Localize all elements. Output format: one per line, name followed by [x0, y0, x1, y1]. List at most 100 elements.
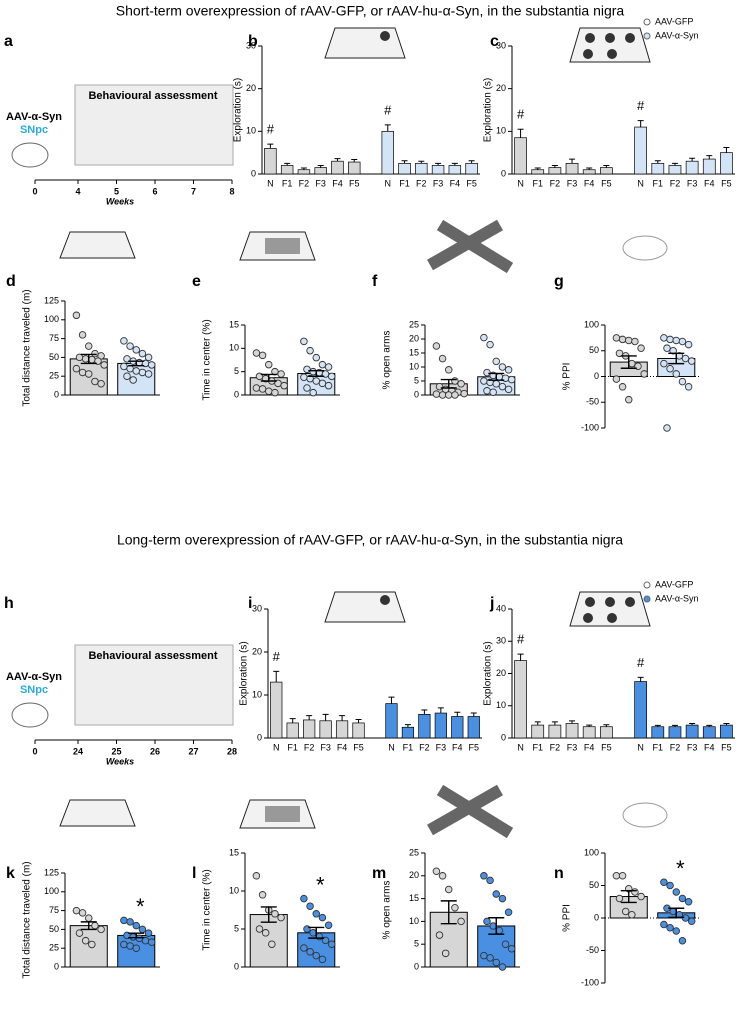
data-point: [72, 311, 81, 320]
panel-letter: g: [554, 273, 564, 290]
data-point: [504, 908, 513, 917]
data-point: [315, 932, 324, 941]
injection: AAV-α-Syn: [6, 111, 62, 123]
x-tick-label: F5: [353, 742, 364, 752]
significance-mark: #: [517, 632, 525, 647]
error-bar: [351, 158, 358, 163]
y-tick-label: 100: [44, 314, 59, 324]
data-point: [129, 933, 137, 941]
data-point: [445, 885, 453, 894]
data-point: [324, 363, 333, 371]
data-point: [120, 916, 128, 925]
y-tick-label: 100: [584, 847, 599, 857]
x-tick-label: 4: [75, 186, 80, 196]
error-bar: [723, 147, 730, 153]
x-tick-label: F2: [419, 742, 430, 752]
data-point: [75, 929, 84, 937]
bar: [264, 148, 277, 175]
x-tick-label: 25: [111, 746, 121, 756]
panel-letter: f: [372, 273, 378, 290]
data-point: [660, 359, 668, 368]
panel-letter: k: [6, 865, 15, 882]
error-bar: [668, 907, 685, 919]
data-point: [684, 383, 693, 391]
data-point: [432, 342, 441, 350]
y-axis-label: Time in center (%): [202, 869, 213, 950]
x-tick-label: N: [637, 178, 644, 188]
bar: [548, 724, 562, 739]
x-tick-label: N: [273, 742, 280, 752]
data-point: [483, 368, 491, 377]
bar: [297, 169, 311, 175]
error-bar: [671, 162, 678, 166]
bar: [415, 162, 428, 175]
error-bar: [488, 372, 505, 381]
x-tick-label: F1: [532, 178, 543, 188]
x-tick-label: F2: [670, 178, 681, 188]
y-tick-label: 15: [229, 847, 239, 857]
error-bar: [569, 158, 576, 164]
y-axis-label: Time in center (%): [202, 319, 213, 400]
x-tick-label: F4: [584, 178, 595, 188]
y-axis-label: % PPI: [562, 904, 573, 932]
error-bar: [551, 164, 558, 168]
data-point: [84, 342, 93, 350]
data-point: [327, 940, 336, 948]
y-tick-label: 10: [409, 361, 419, 371]
bar: [702, 158, 716, 175]
data-point: [258, 351, 267, 360]
data-point: [261, 929, 270, 937]
data-point: [309, 929, 317, 937]
bar: [548, 167, 562, 175]
data-point: [669, 907, 677, 916]
data-point: [504, 385, 513, 394]
error-bar: [517, 128, 524, 138]
x-tick-label: F5: [601, 742, 612, 752]
error-bar: [289, 718, 296, 723]
data-point: [660, 334, 668, 342]
data-point: [120, 362, 128, 371]
x-tick-label: F4: [704, 178, 715, 188]
data-point: [81, 355, 90, 363]
panel-letter: m: [372, 865, 386, 882]
x-tick-label: F5: [466, 178, 477, 188]
y-tick-label: 50: [49, 924, 59, 934]
data-point: [312, 377, 321, 385]
x-tick-label: F2: [670, 742, 681, 752]
data-point: [501, 940, 510, 948]
y-tick-label: 50: [589, 880, 599, 890]
data-point: [457, 380, 465, 388]
x-tick-label: F2: [299, 178, 310, 188]
data-point: [300, 373, 308, 382]
data-point: [498, 963, 507, 971]
y-tick-label: 25: [49, 943, 59, 953]
data-point: [252, 872, 261, 880]
y-tick-label: 10: [229, 885, 239, 895]
x-tick-label: F1: [399, 178, 410, 188]
bar: [582, 169, 596, 175]
error-bar: [440, 900, 457, 925]
data-point: [451, 377, 459, 385]
error-bar: [401, 160, 408, 164]
error-bar: [334, 158, 341, 162]
data-point: [438, 354, 447, 363]
x-axis-label: Weeks: [106, 196, 134, 206]
data-point: [91, 921, 99, 930]
bar: [668, 165, 682, 175]
y-tick-label: 20: [409, 870, 419, 880]
brain-icon: [11, 142, 49, 168]
y-tick-label: 0: [594, 371, 599, 381]
data-point: [271, 910, 279, 918]
bar: [286, 722, 299, 739]
error-bar: [388, 696, 395, 704]
data-point: [271, 388, 279, 397]
panel-letter: a: [4, 33, 13, 50]
data-point: [666, 881, 674, 890]
data-point: [438, 391, 447, 399]
legend-marker: [643, 595, 651, 603]
panel-letter: c: [490, 33, 499, 50]
data-point: [132, 346, 140, 354]
icon-field: [59, 799, 136, 827]
x-tick-label: F5: [721, 742, 732, 752]
x-tick-label: N: [637, 742, 644, 752]
